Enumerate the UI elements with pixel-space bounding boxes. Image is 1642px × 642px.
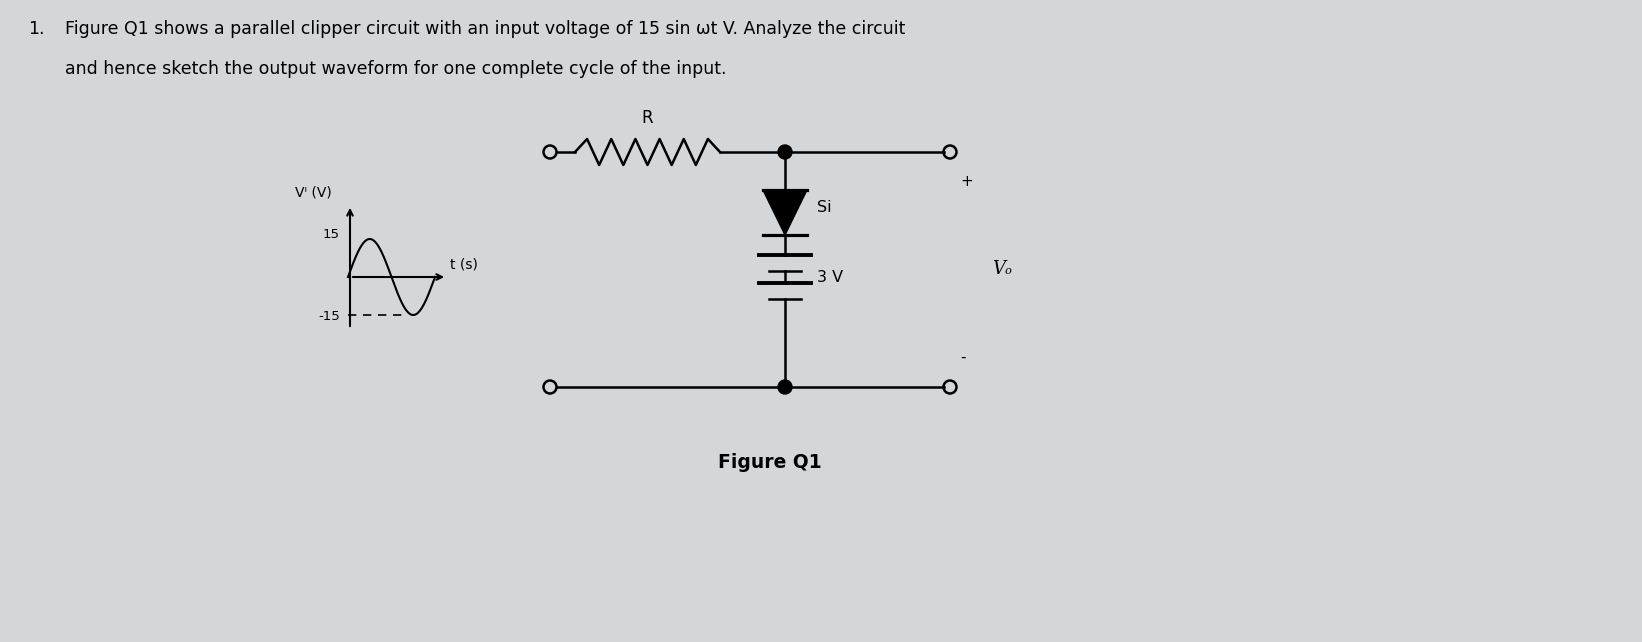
Text: Si: Si: [818, 200, 831, 215]
Circle shape: [778, 145, 791, 159]
Text: Figure Q1: Figure Q1: [718, 453, 821, 471]
Text: Vᴵ (V): Vᴵ (V): [296, 185, 332, 199]
Text: t (s): t (s): [450, 258, 478, 272]
Text: -: -: [961, 350, 965, 365]
Circle shape: [778, 380, 791, 394]
Text: 15: 15: [323, 229, 340, 241]
Text: 1.: 1.: [28, 20, 44, 38]
Text: Figure Q1 shows a parallel clipper circuit with an input voltage of 15 sin ωt V.: Figure Q1 shows a parallel clipper circu…: [66, 20, 905, 38]
Text: +: +: [961, 174, 972, 189]
Text: -15: -15: [319, 311, 340, 324]
Text: R: R: [642, 109, 654, 127]
Text: and hence sketch the output waveform for one complete cycle of the input.: and hence sketch the output waveform for…: [66, 60, 726, 78]
Text: Vₒ: Vₒ: [992, 261, 1011, 279]
Polygon shape: [764, 190, 806, 235]
Text: 3 V: 3 V: [818, 270, 842, 284]
